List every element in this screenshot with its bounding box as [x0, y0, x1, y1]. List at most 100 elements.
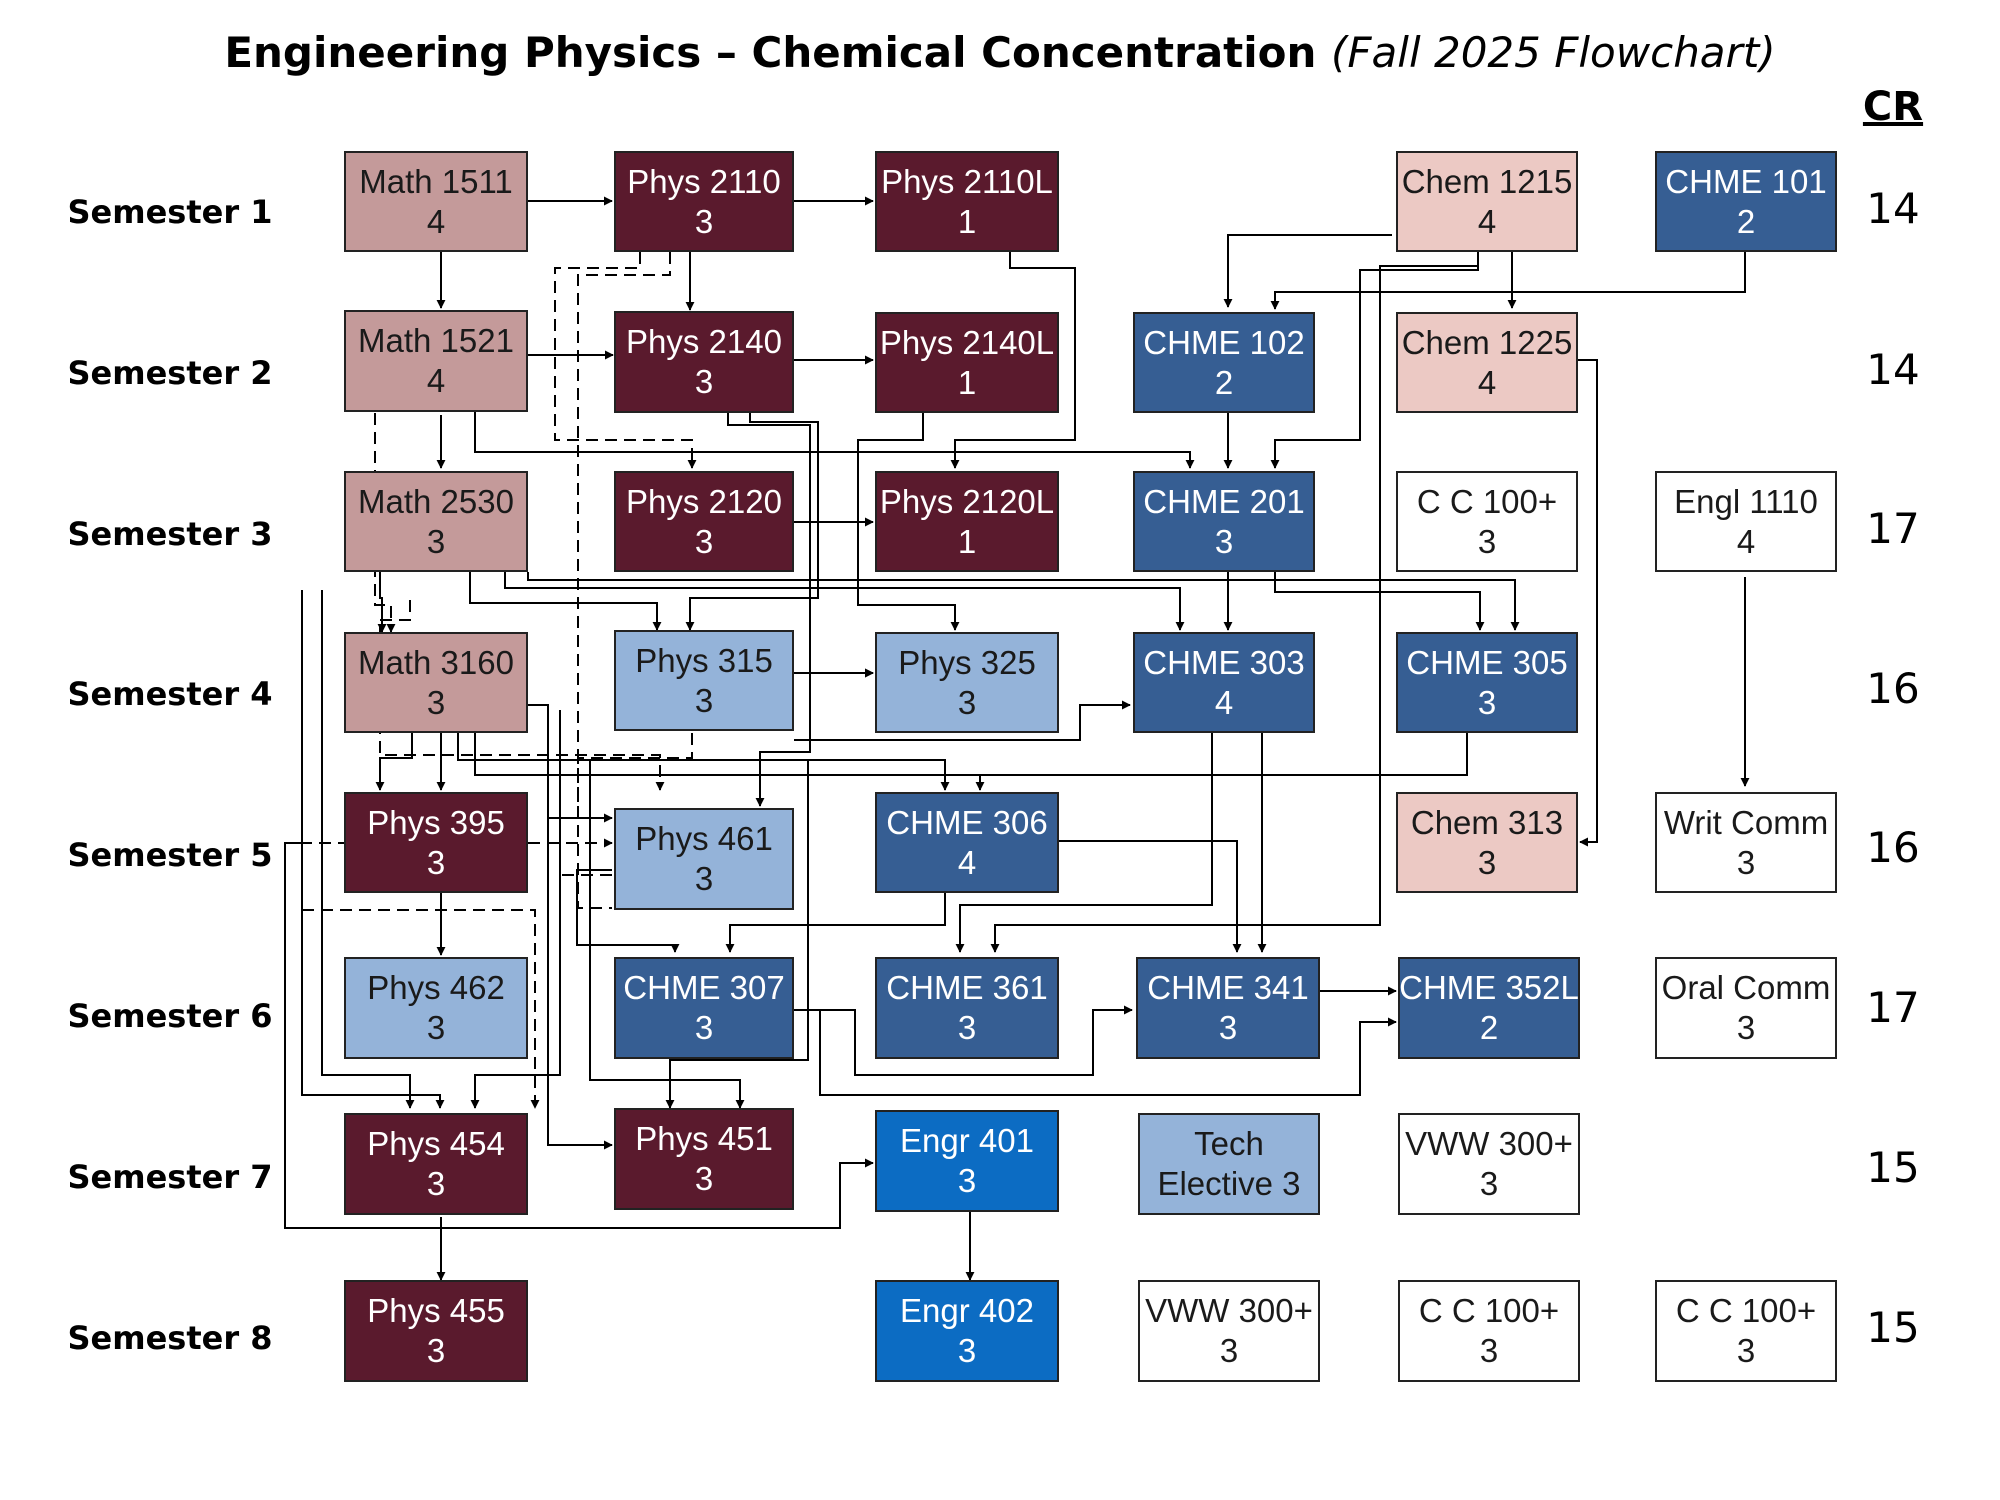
arrow	[1577, 359, 1598, 847]
course-credits: 3	[694, 522, 714, 560]
course-credits: 3	[1477, 683, 1497, 721]
course-chme-361[interactable]: CHME 361 3	[875, 957, 1059, 1059]
credits-header: CR	[1862, 84, 1924, 130]
course-chme-305[interactable]: CHME 305 3	[1396, 632, 1578, 733]
semester-credits: 15	[1866, 1303, 1920, 1352]
course-name: Writ Comm	[1663, 803, 1829, 841]
course-math-2530[interactable]: Math 2530 3	[344, 471, 528, 572]
arrow	[1274, 572, 1485, 631]
arrow	[685, 413, 819, 631]
course-phys-2140[interactable]: Phys 2140 3	[614, 311, 794, 413]
course-name: CHME 101	[1665, 162, 1827, 200]
course-phys-315[interactable]: Phys 315 3	[614, 630, 794, 731]
title-main: Engineering Physics – Chemical Concentra…	[224, 28, 1317, 77]
course-chme-306[interactable]: CHME 306 4	[875, 792, 1059, 893]
course-tech-elective[interactable]: Tech Elective 3	[1138, 1113, 1320, 1215]
course-credits: 1	[957, 202, 977, 240]
course-engr-402[interactable]: Engr 402 3	[875, 1280, 1059, 1382]
course-math-3160[interactable]: Math 3160 3	[344, 632, 528, 733]
arrow	[547, 710, 613, 1150]
course-chme-307[interactable]: CHME 307 3	[614, 957, 794, 1059]
course-phys-2120[interactable]: Phys 2120 3	[614, 471, 794, 572]
course-chme-102[interactable]: CHME 102 2	[1133, 312, 1315, 413]
course-phys-2110l[interactable]: Phys 2110L 1	[875, 151, 1059, 252]
course-credits: 3	[694, 1160, 714, 1197]
course-phys-325[interactable]: Phys 325 3	[875, 632, 1059, 733]
course-chem-1225[interactable]: Chem 1225 4	[1396, 312, 1578, 413]
course-credits: 3	[1219, 1332, 1239, 1369]
page-title: Engineering Physics – Chemical Concentra…	[0, 28, 2000, 77]
arrow	[284, 842, 874, 1229]
arrow	[469, 572, 662, 631]
course-credits: 3	[957, 1009, 977, 1046]
course-credits: 3	[426, 1165, 446, 1202]
course-name: Phys 462	[367, 969, 505, 1006]
semester-credits: 17	[1866, 983, 1920, 1032]
semester-label: Semester 2	[67, 354, 273, 392]
course-writ-comm[interactable]: Writ Comm 3	[1655, 792, 1837, 893]
course-chme-341[interactable]: CHME 341 3	[1136, 957, 1320, 1059]
course-credits: 3	[694, 363, 714, 400]
course-phys-455[interactable]: Phys 455 3	[344, 1280, 528, 1382]
course-credits: 3	[957, 1332, 977, 1369]
course-phys-2110[interactable]: Phys 2110 3	[614, 151, 794, 252]
course-chem-313[interactable]: Chem 313 3	[1396, 792, 1578, 893]
course-name: CHME 305	[1406, 643, 1568, 681]
course-math-1521[interactable]: Math 1521 4	[344, 310, 528, 412]
course-credits: 3	[426, 1332, 446, 1369]
course-credits: 3	[1477, 843, 1497, 881]
semester-label: Semester 5	[67, 836, 273, 874]
course-phys-2140l[interactable]: Phys 2140L 1	[875, 312, 1059, 413]
course-credits: 3	[694, 860, 714, 897]
course-chme-201[interactable]: CHME 201 3	[1133, 471, 1315, 572]
course-phys-454[interactable]: Phys 454 3	[344, 1113, 528, 1215]
course-name: Phys 315	[635, 641, 773, 679]
semester-credits: 14	[1866, 184, 1920, 233]
course-cc-100-plus[interactable]: C C 100+ 3	[1396, 471, 1578, 572]
course-cc-100-plus[interactable]: C C 100+ 3	[1398, 1280, 1580, 1382]
semester-label: Semester 8	[67, 1319, 273, 1357]
arrow	[955, 733, 1213, 953]
arrow	[321, 590, 415, 1109]
course-oral-comm[interactable]: Oral Comm 3	[1655, 957, 1837, 1059]
course-phys-2120l[interactable]: Phys 2120L 1	[875, 471, 1059, 572]
course-vww-300-plus[interactable]: VWW 300+ 3	[1138, 1280, 1320, 1382]
course-phys-462[interactable]: Phys 462 3	[344, 957, 528, 1059]
course-name: Phys 2140	[626, 323, 782, 360]
semester-label: Semester 1	[67, 193, 273, 231]
course-credits: 4	[1477, 363, 1497, 401]
course-phys-451[interactable]: Phys 451 3	[614, 1108, 794, 1210]
course-name: CHME 307	[623, 969, 785, 1006]
course-name: Math 1521	[358, 322, 514, 359]
course-phys-461[interactable]: Phys 461 3	[614, 808, 794, 910]
arrow	[1270, 252, 1746, 310]
course-engl-1110[interactable]: Engl 1110 4	[1655, 471, 1837, 572]
dashed-line	[577, 252, 671, 909]
course-name: CHME 102	[1143, 323, 1305, 361]
course-credits: 4	[1736, 522, 1756, 560]
course-chme-303[interactable]: CHME 303 4	[1133, 632, 1315, 733]
course-chme-101[interactable]: CHME 101 2	[1655, 151, 1837, 252]
arrow	[1223, 234, 1392, 308]
course-engr-401[interactable]: Engr 401 3	[875, 1110, 1059, 1212]
course-name: Phys 454	[367, 1125, 505, 1162]
course-chme-352l[interactable]: CHME 352L 2	[1398, 957, 1580, 1059]
course-credits: 4	[1477, 202, 1497, 240]
course-phys-395[interactable]: Phys 395 3	[344, 792, 528, 893]
course-cc-100-plus[interactable]: C C 100+ 3	[1655, 1280, 1837, 1382]
course-credits: 3	[957, 1162, 977, 1199]
course-name: C C 100+	[1418, 1292, 1560, 1329]
semester-credits: 16	[1866, 664, 1920, 713]
course-credits: 4	[426, 202, 446, 240]
course-math-1511[interactable]: Math 1511 4	[344, 151, 528, 252]
course-credits: 3	[1214, 522, 1234, 560]
semester-label: Semester 6	[67, 997, 273, 1035]
course-credits: 4	[426, 362, 446, 399]
arrow	[794, 1005, 1133, 1076]
course-name: CHME 306	[886, 803, 1048, 841]
course-credits: 2	[1736, 202, 1756, 240]
course-name: CHME 341	[1147, 969, 1309, 1006]
course-chem-1215[interactable]: Chem 1215 4	[1396, 151, 1578, 252]
course-name: Engr 401	[900, 1122, 1034, 1159]
course-vww-300-plus[interactable]: VWW 300+ 3	[1398, 1113, 1580, 1215]
